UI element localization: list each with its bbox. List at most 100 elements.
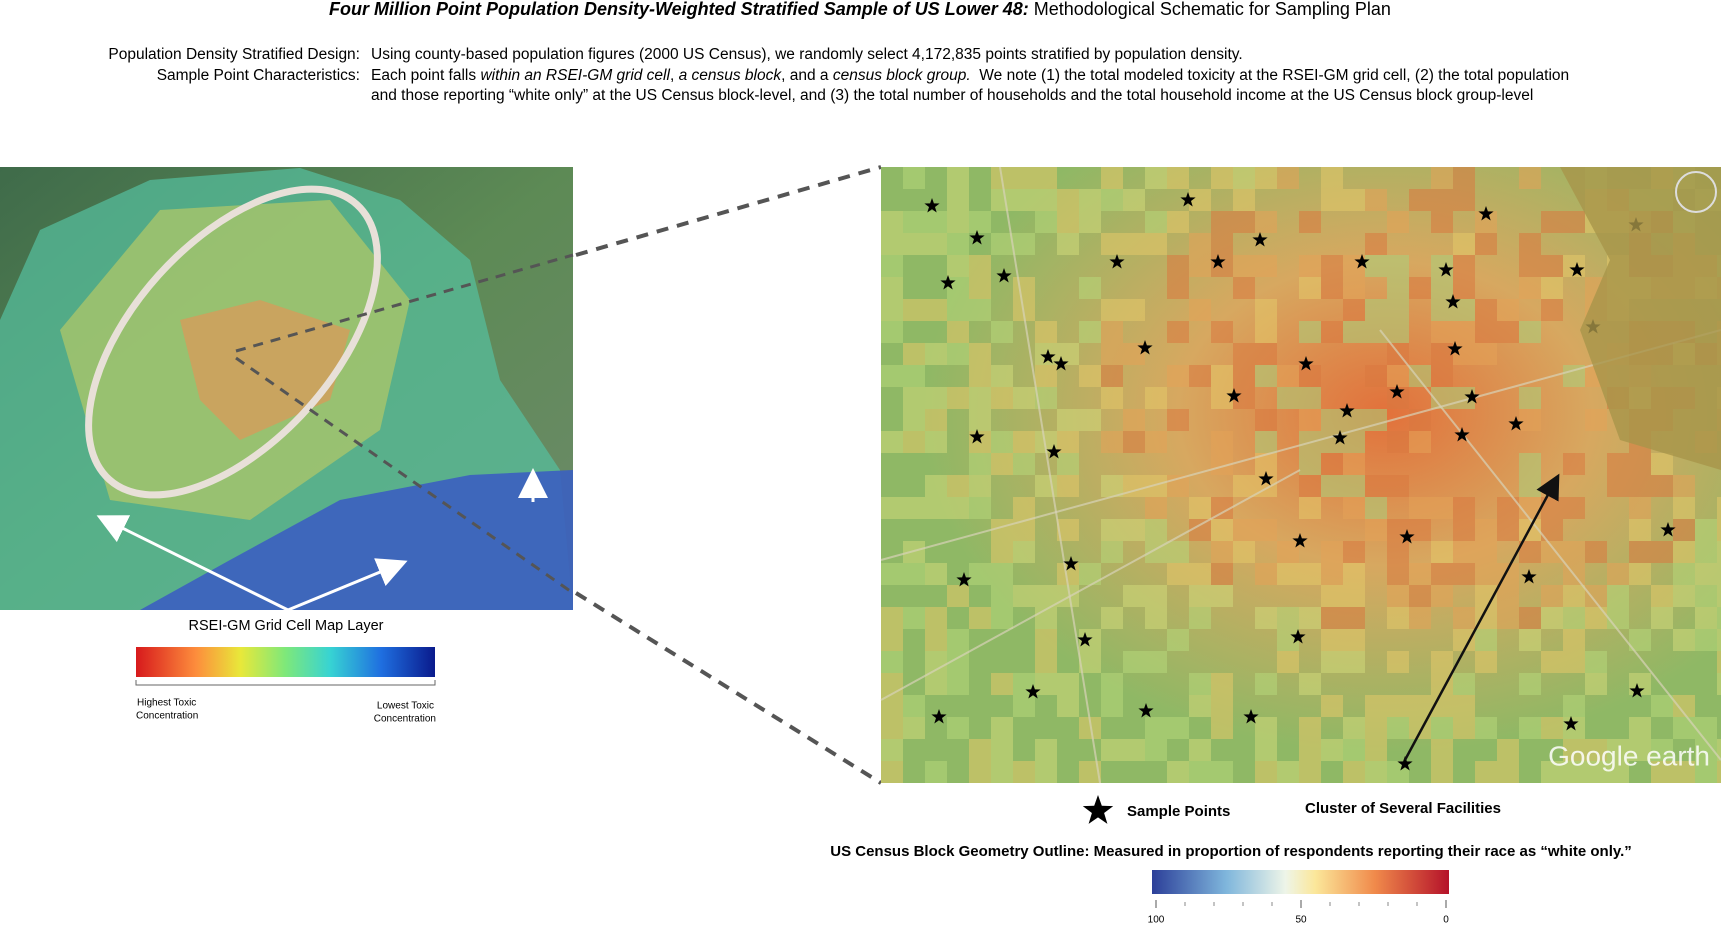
census-block <box>1519 277 1541 299</box>
census-block <box>1189 585 1211 607</box>
census-block <box>991 365 1013 387</box>
census-block <box>1299 409 1321 431</box>
sample-point <box>931 709 947 724</box>
census-block <box>969 277 991 299</box>
census-block <box>947 343 969 365</box>
census-block <box>1321 629 1343 651</box>
census-block <box>1321 277 1343 299</box>
census-block <box>1629 629 1651 651</box>
census-block <box>925 211 947 233</box>
census-block <box>1519 167 1541 189</box>
census-block <box>1145 167 1167 189</box>
sample-point <box>969 230 985 245</box>
census-block <box>881 651 903 673</box>
sample-point <box>1298 356 1314 371</box>
race-colorbar <box>1152 870 1449 894</box>
census-block <box>1453 629 1475 651</box>
census-block <box>1365 321 1387 343</box>
star-symbol <box>1082 795 1114 824</box>
census-block <box>1519 387 1541 409</box>
census-block <box>1035 343 1057 365</box>
census-block <box>1365 189 1387 211</box>
road <box>880 469 1301 701</box>
sample-point <box>924 198 940 213</box>
census-block <box>1101 343 1123 365</box>
zoom-line <box>574 591 883 785</box>
census-block <box>1607 453 1629 475</box>
census-block <box>1167 541 1189 563</box>
census-block <box>991 585 1013 607</box>
sample-point <box>1180 192 1196 207</box>
census-block <box>1321 321 1343 343</box>
census-block <box>1189 563 1211 585</box>
census-block <box>1189 761 1211 783</box>
toxic-colorbar <box>136 647 435 677</box>
census-block <box>1167 211 1189 233</box>
low-label: Lowest Toxic <box>377 701 434 712</box>
census-block <box>1299 255 1321 277</box>
census-block <box>1233 277 1255 299</box>
census-block <box>1321 255 1343 277</box>
census-block <box>1365 695 1387 717</box>
census-block <box>1409 277 1431 299</box>
census-block <box>1519 233 1541 255</box>
zoom-line <box>235 253 574 353</box>
census-block <box>1123 519 1145 541</box>
census-block <box>1519 409 1541 431</box>
census-block <box>1431 365 1453 387</box>
census-block <box>1475 541 1497 563</box>
census-block <box>1673 629 1695 651</box>
census-block <box>1145 211 1167 233</box>
title-rest: Methodological Schematic for Sampling Pl… <box>1029 0 1391 19</box>
census-block <box>1365 519 1387 541</box>
census-block <box>1387 475 1409 497</box>
census-block <box>1211 453 1233 475</box>
census-block <box>1035 321 1057 343</box>
census-block <box>1299 387 1321 409</box>
census-block <box>1409 519 1431 541</box>
census-block <box>1145 519 1167 541</box>
census-block <box>1519 607 1541 629</box>
census-block <box>1387 607 1409 629</box>
census-block <box>1013 585 1035 607</box>
sample-point <box>1563 716 1579 731</box>
census-block <box>947 651 969 673</box>
census-block <box>1299 673 1321 695</box>
census-block <box>1431 563 1453 585</box>
census-block <box>969 299 991 321</box>
census-block <box>969 453 991 475</box>
census-block <box>1717 673 1721 695</box>
census-block <box>1673 541 1695 563</box>
census-block <box>1717 563 1721 585</box>
sample-point <box>1025 684 1041 699</box>
census-block <box>1123 233 1145 255</box>
census-block <box>1607 739 1629 761</box>
tick-label: 0 <box>1443 915 1449 926</box>
census-block <box>1123 431 1145 453</box>
census-block <box>947 277 969 299</box>
census-block <box>1101 541 1123 563</box>
focus-ellipse <box>85 185 381 499</box>
segment: , <box>670 67 679 84</box>
census-block <box>1541 211 1563 233</box>
census-block <box>1211 497 1233 519</box>
census-block <box>1211 211 1233 233</box>
census-block <box>1365 497 1387 519</box>
census-block <box>1387 387 1409 409</box>
census-block <box>1321 739 1343 761</box>
census-block <box>1563 211 1585 233</box>
census-block <box>903 431 925 453</box>
census-block <box>925 563 947 585</box>
census-block <box>1717 607 1721 629</box>
census-block <box>1409 365 1431 387</box>
census-block <box>1321 585 1343 607</box>
census-block <box>1079 277 1101 299</box>
bracket <box>135 680 436 686</box>
census-block <box>1475 343 1497 365</box>
census-block <box>991 717 1013 739</box>
census-block <box>1233 387 1255 409</box>
census-block <box>1233 365 1255 387</box>
census-block <box>1145 739 1167 761</box>
census-block <box>1013 695 1035 717</box>
